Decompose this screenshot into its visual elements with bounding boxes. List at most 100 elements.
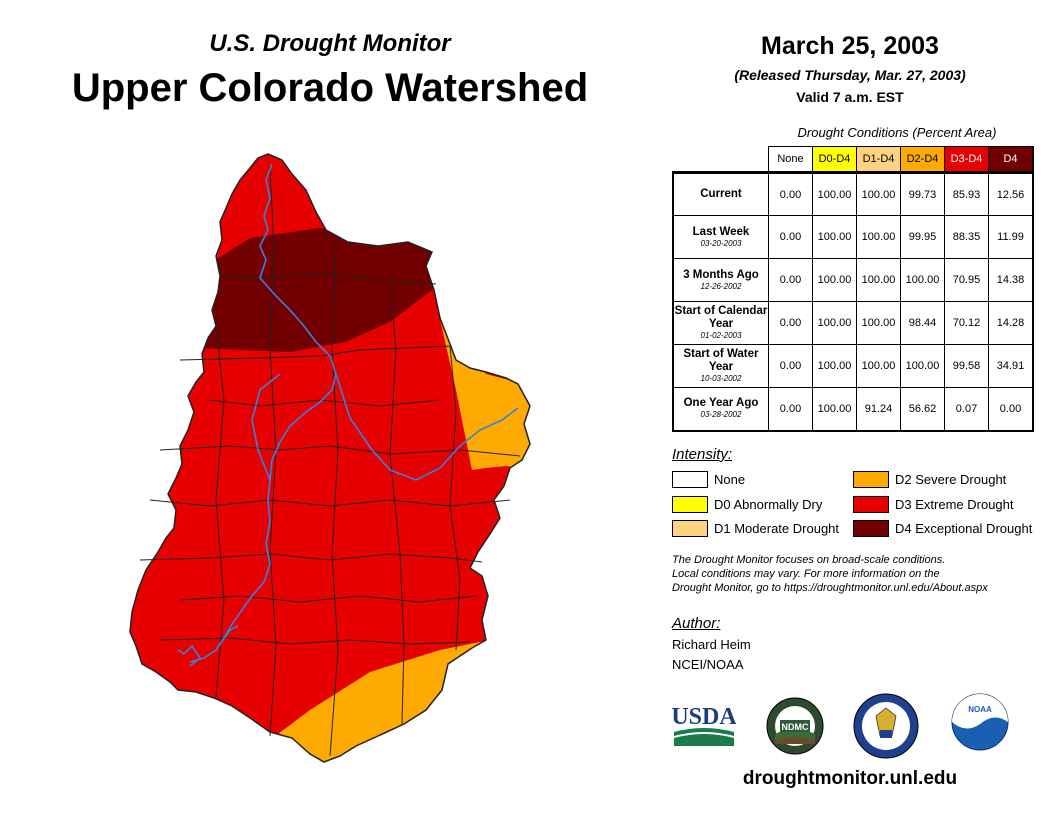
row-label: Start of Water Year 10-03-2002: [672, 344, 769, 388]
table-cell: 100.00: [856, 171, 901, 216]
watershed-outline: [129, 153, 531, 763]
valid-time: Valid 7 a.m. EST: [796, 89, 904, 105]
legend-item-d0: D0 Abnormally Dry: [672, 496, 822, 513]
table-cell: 100.00: [812, 215, 857, 259]
table-cell: 0.00: [988, 387, 1034, 432]
rivers: [177, 163, 519, 667]
legend-swatch: [672, 471, 708, 488]
row-date: 01-02-2003: [700, 331, 742, 340]
drought-conditions-table: None D0-D4 D1-D4 D2-D4 D3-D4 D4 Current …: [672, 146, 1034, 432]
table-cell: 0.07: [944, 387, 989, 432]
table-cell: 99.95: [900, 215, 945, 259]
table-cell: 14.38: [988, 258, 1034, 302]
release-date: (Released Thursday, Mar. 27, 2003): [734, 67, 966, 83]
row-label: One Year Ago 03-28-2002: [672, 387, 769, 432]
map-title: Upper Colorado Watershed: [71, 66, 589, 110]
column-header: None: [768, 146, 813, 173]
legend-item-d4: D4 Exceptional Drought: [853, 520, 1032, 537]
table-row: Current 0.00 100.00 100.00 99.73 85.93 1…: [672, 171, 1034, 216]
table-cell: 99.58: [944, 344, 989, 388]
table-cell: 14.28: [988, 301, 1034, 345]
ndmc-logo: NDMC: [766, 697, 824, 755]
column-header: D2-D4: [900, 146, 945, 173]
legend-label: D0 Abnormally Dry: [714, 497, 823, 512]
table-cell: 98.44: [900, 301, 945, 345]
legend-label: None: [714, 472, 746, 487]
svg-text:NDMC: NDMC: [782, 722, 809, 732]
table-cell: 100.00: [900, 344, 945, 388]
table-cell: 70.12: [944, 301, 989, 345]
note-line: The Drought Monitor focuses on broad-sca…: [672, 554, 946, 566]
drought-areas: [130, 154, 530, 762]
table-row: Last Week 03-20-2003 0.00 100.00 100.00 9…: [672, 215, 1034, 259]
map-date: March 25, 2003: [761, 32, 939, 60]
row-label: Current: [672, 171, 769, 216]
table-cell: 12.56: [988, 171, 1034, 216]
note-line: Local conditions may vary. For more info…: [672, 568, 940, 580]
table-cell: 70.95: [944, 258, 989, 302]
table-cell: 100.00: [812, 344, 857, 388]
table-cell: 0.00: [768, 215, 813, 259]
table-cell: 100.00: [812, 301, 857, 345]
table-cell: 100.00: [856, 258, 901, 302]
legend-label: D3 Extreme Drought: [895, 497, 1014, 512]
author-name: Richard Heim: [672, 637, 751, 652]
table-cell: 88.35: [944, 215, 989, 259]
legend-title: Intensity:: [672, 446, 733, 463]
table-header-row: None D0-D4 D1-D4 D2-D4 D3-D4 D4: [673, 146, 1034, 173]
table-cell: 100.00: [812, 387, 857, 432]
row-date: 03-28-2002: [700, 410, 742, 420]
table-row: One Year Ago 03-28-2002 0.00 100.00 91.24…: [672, 387, 1034, 432]
d4-exceptional-area: [200, 228, 450, 352]
table-cell: 56.62: [900, 387, 945, 432]
column-header: D1-D4: [856, 146, 901, 173]
legend-item-none: None: [672, 471, 745, 488]
legend-item-d3: D3 Extreme Drought: [853, 496, 1014, 513]
table-cell: 100.00: [856, 215, 901, 259]
legend-label: D2 Severe Drought: [895, 472, 1007, 487]
table-cell: 100.00: [856, 301, 901, 345]
table-cell: 100.00: [900, 258, 945, 302]
svg-text:NOAA: NOAA: [968, 705, 992, 714]
author-heading: Author:: [672, 615, 721, 632]
column-header: D4: [988, 146, 1034, 173]
table-cell: 34.91: [988, 344, 1034, 388]
row-date: 10-03-2002: [700, 374, 742, 383]
table-cell: 100.00: [812, 258, 857, 302]
usda-logo: USDA: [672, 704, 736, 746]
legend-swatch: [853, 471, 889, 488]
row-label: Start of Calendar Year 01-02-2003: [672, 301, 769, 345]
table-cell: 0.00: [768, 387, 813, 432]
drought-map: [129, 153, 531, 763]
column-header: D0-D4: [812, 146, 857, 173]
table-cell: 99.73: [900, 171, 945, 216]
legend-swatch: [672, 496, 708, 513]
table-row: Start of Calendar Year 01-02-2003 0.00 10…: [672, 301, 1034, 345]
row-label: 3 Months Ago 12-26-2002: [672, 258, 769, 302]
table-cell: 100.00: [856, 344, 901, 388]
legend-item-d1: D1 Moderate Drought: [672, 520, 839, 537]
table-row: Start of Water Year 10-03-2002 0.00 100.0…: [672, 344, 1034, 388]
table-cell: 100.00: [812, 171, 857, 216]
commerce-seal-logo: [853, 693, 919, 759]
table-cell: 0.00: [768, 258, 813, 302]
table-cell: 11.99: [988, 215, 1034, 259]
table-cell: 91.24: [856, 387, 901, 432]
footer-url: droughtmonitor.unl.edu: [742, 768, 958, 789]
author-org: NCEI/NOAA: [672, 657, 744, 672]
row-date: 12-26-2002: [700, 281, 742, 291]
svg-text:USDA: USDA: [672, 704, 736, 730]
row-date: 03-20-2003: [700, 238, 742, 248]
legend-swatch: [853, 520, 889, 537]
table-corner: [673, 147, 769, 173]
table-cell: 0.00: [768, 171, 813, 216]
legend-swatch: [672, 520, 708, 537]
table-row: 3 Months Ago 12-26-2002 0.00 100.00 100.0…: [672, 258, 1034, 302]
note-line: Drought Monitor, go to https://droughtmo…: [672, 582, 988, 594]
legend-label: D1 Moderate Drought: [714, 521, 840, 536]
table-cell: 85.93: [944, 171, 989, 216]
legend-swatch: [853, 496, 889, 513]
row-label: Last Week 03-20-2003: [672, 215, 769, 259]
legend-label: D4 Exceptional Drought: [895, 521, 1033, 536]
table-cell: 0.00: [768, 344, 813, 388]
